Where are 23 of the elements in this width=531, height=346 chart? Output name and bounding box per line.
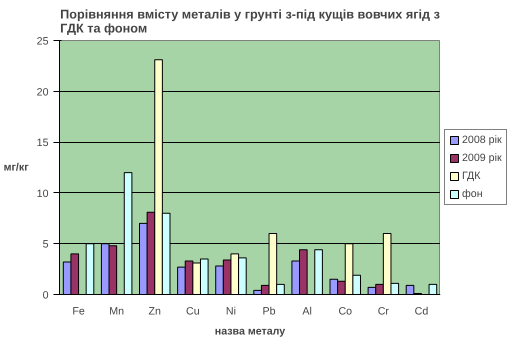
legend-label: ГДК [462,170,482,182]
y-axis-title: мг/кг [4,162,30,174]
y-tick-label: 20 [36,86,49,98]
x-tick-label: Cd [414,306,428,318]
x-tick-label: Co [338,306,352,318]
y-tick-label: 10 [36,188,49,200]
x-tick-label: Al [302,306,312,318]
x-tick-label: Fe [72,306,85,318]
y-tick-label: 15 [36,137,49,150]
legend-label: 2008 рік [462,134,502,146]
x-tick-label: Cu [186,306,200,318]
legend-label: фон [462,188,483,200]
x-axis-title: назва металу [214,326,286,338]
y-tick-label: 25 [36,36,49,48]
x-tick-label: Mn [109,306,124,318]
x-tick-label: Zn [148,306,162,318]
x-tick-label: Pb [262,306,276,318]
legend-label: 2009 рік [462,152,502,164]
chart-title: Порівняння вмісту металів у грунті з-під кущів вовчих ягід з ГДК та фоном [60,8,440,36]
y-tick-label: 0 [42,290,49,302]
x-tick-label: Cr [378,306,390,318]
y-tick-label: 5 [42,238,49,251]
x-tick-label: Ni [226,306,236,318]
